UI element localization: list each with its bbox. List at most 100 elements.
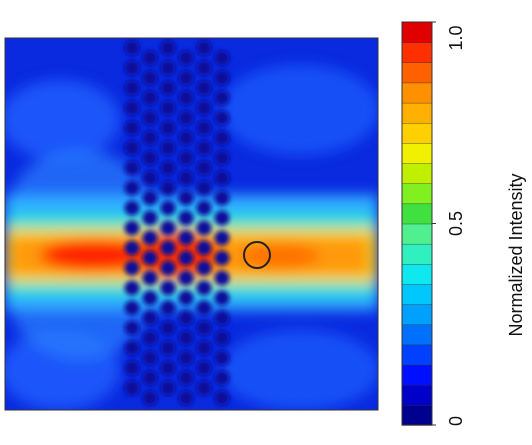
hole [196,60,212,76]
hole [178,390,194,406]
hole [142,230,158,246]
hole [178,190,194,206]
colorbar-segment [401,182,433,205]
colorbar-segment [401,82,433,104]
hole [196,260,212,276]
hole [214,110,230,126]
hole [160,220,176,236]
hole [124,260,140,276]
hole [214,130,230,146]
hole [214,290,230,306]
hole [196,320,212,336]
hole [160,240,176,256]
hole [196,180,212,196]
hole [196,200,212,216]
hole [214,270,230,286]
colorbar-segment [401,223,433,245]
hole [124,60,140,76]
hole [178,90,194,106]
colorbar-segment [401,162,433,184]
hole [124,240,140,256]
colorbar-tick-label: 0.5 [446,211,466,236]
hole [160,40,176,56]
colorbar-segment [401,203,433,225]
hole [142,150,158,166]
hole [124,340,140,356]
hole [178,350,194,366]
hole [214,90,230,106]
hole [214,230,230,246]
hole [196,120,212,136]
hole [196,340,212,356]
hole [196,220,212,236]
colorbar-label: Normalized Intensity [506,173,526,336]
hole [142,250,158,266]
hole [124,220,140,236]
hole [196,100,212,116]
colorbar-segment [401,21,433,43]
hole [160,360,176,376]
hole [160,340,176,356]
hole [124,380,140,396]
hole [142,190,158,206]
hole [124,40,140,56]
hole [178,330,194,346]
hole [214,210,230,226]
hole [196,160,212,176]
hole [124,360,140,376]
hole [124,140,140,156]
hole [178,110,194,126]
hole [196,40,212,56]
hole [178,250,194,266]
hole [196,140,212,156]
hole [214,190,230,206]
hole [178,130,194,146]
hole [214,150,230,166]
hole [142,310,158,326]
hole [160,320,176,336]
hole [178,290,194,306]
crystal-holes [124,40,230,406]
hole [142,270,158,286]
hole [142,110,158,126]
colorbar-segment [401,283,433,305]
colorbar-tick-label: 1.0 [446,25,466,50]
hole [160,80,176,96]
hole [214,250,230,266]
hole [142,210,158,226]
hole [142,170,158,186]
hole [160,280,176,296]
probe-marker [243,241,271,269]
colorbar-segment [401,142,433,164]
hole [196,80,212,96]
colorbar-segment [401,122,433,144]
hole [214,170,230,186]
hole [124,320,140,336]
hole [196,280,212,296]
hole [142,70,158,86]
hole [214,310,230,326]
colorbar-segment [401,384,433,406]
colorbar-segment [401,324,433,346]
hole [178,170,194,186]
hole [142,90,158,106]
hole [124,100,140,116]
hole [178,230,194,246]
hole [178,270,194,286]
hole [124,80,140,96]
hole [178,50,194,66]
hole [196,360,212,376]
hole [178,210,194,226]
hole [178,150,194,166]
colorbar-segment [401,41,433,64]
colorbar-segment [401,263,433,285]
hole [160,160,176,176]
hole [214,390,230,406]
hole [142,330,158,346]
hole [196,300,212,316]
colorbar-segment [401,243,433,265]
hole [160,140,176,156]
hole [214,370,230,386]
colorbar-tick-label: 0 [446,416,466,426]
colorbar-segment [401,102,433,124]
